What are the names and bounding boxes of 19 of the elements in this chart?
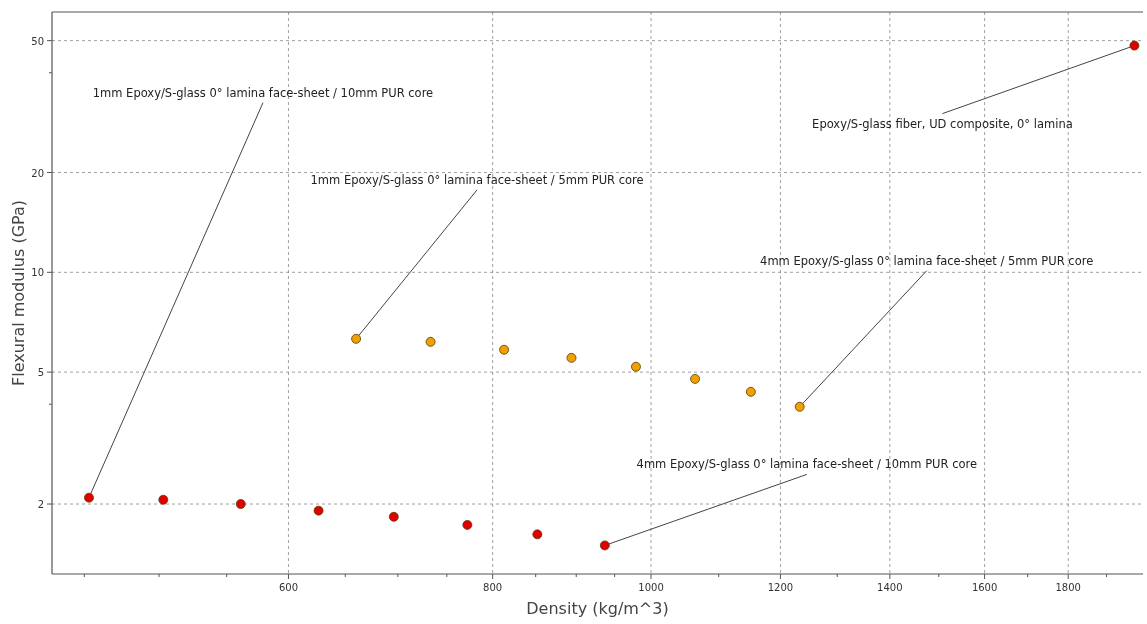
x-tick-label: 1200 (767, 582, 794, 593)
annotation: 4mm Epoxy/S-glass 0° lamina face-sheet / 5mm PUR core (760, 253, 1094, 268)
x-tick-label: 1600 (971, 582, 998, 593)
y-tick-label: 10 (31, 267, 44, 279)
y-axis-title: Flexural modulus (GPa) (9, 199, 28, 387)
annotation: 4mm Epoxy/S-glass 0° lamina face-sheet / 10mm PUR core (636, 457, 978, 472)
y-tick-label: 50 (31, 35, 44, 47)
x-tick-label: 1800 (1055, 582, 1081, 593)
annotation: 1mm Epoxy/S-glass 0° lamina face-sheet / 10mm PUR core (92, 85, 434, 100)
annotation: 1mm Epoxy/S-glass 0° lamina face-sheet / 5mm PUR core (310, 172, 644, 187)
x-tick-label: 800 (483, 582, 503, 593)
x-tick-label: 600 (278, 582, 298, 593)
y-tick-label: 5 (37, 367, 44, 379)
x-tick-label: 1400 (877, 582, 903, 593)
annotation: Epoxy/S-glass fiber, UD composite, 0° lamina (812, 116, 1073, 131)
y-tick-label: 2 (37, 499, 44, 511)
x-axis-title: Density (kg/m^3) (526, 599, 669, 618)
x-tick-label: 1000 (638, 582, 664, 593)
y-tick-label: 20 (31, 167, 44, 179)
